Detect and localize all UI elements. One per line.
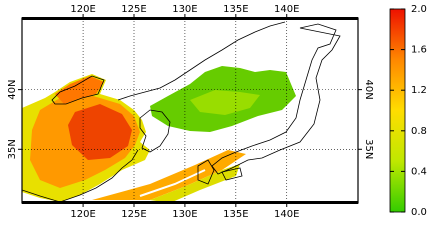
lat-label-left: 35N (7, 139, 18, 159)
field-green-light (190, 90, 260, 115)
coastline-shikoku (221, 167, 243, 181)
frame-border-top (22, 17, 358, 20)
data-field (22, 21, 341, 203)
lon-label-top: 120E (70, 4, 95, 15)
field-red (68, 104, 132, 160)
colorbar-label: 2.0 (411, 4, 427, 15)
colorbar (389, 8, 406, 213)
map-figure: 120E 125E 130E 135E 140E 120E 125E 130E 135E 140E… (7, 4, 427, 220)
lon-label-bottom: 120E (70, 209, 95, 220)
field-strip (139, 169, 206, 197)
coastline-japan (211, 23, 341, 175)
coastline (51, 75, 105, 105)
lon-label-bottom: 130E (172, 209, 197, 220)
lon-label-top: 140E (274, 4, 299, 15)
field-south (92, 150, 246, 200)
lat-label-right: 35N (363, 139, 374, 159)
frame-border-bottom (22, 201, 358, 204)
lat-label-right: 40N (363, 80, 374, 100)
lon-label-top: 125E (121, 4, 146, 15)
field-bay (55, 76, 104, 104)
lon-label-top: 135E (223, 4, 248, 15)
colorbar-label: 1.2 (411, 85, 427, 96)
colorbar-label: 1.6 (411, 45, 427, 56)
coastline-kyushu (197, 159, 215, 185)
grid (22, 18, 358, 203)
lon-label-top: 130E (172, 4, 197, 15)
lat-label-left: 40N (7, 80, 18, 100)
colorbar-label: 0.4 (411, 166, 427, 177)
coastline (117, 21, 286, 101)
colorbar-label: 0.0 (411, 207, 427, 218)
coastline (22, 149, 139, 203)
lon-label-bottom: 140E (274, 209, 299, 220)
lon-label-bottom: 135E (223, 209, 248, 220)
coastline (139, 109, 171, 153)
lon-label-bottom: 125E (121, 209, 146, 220)
colorbar-label: 0.8 (411, 126, 427, 137)
